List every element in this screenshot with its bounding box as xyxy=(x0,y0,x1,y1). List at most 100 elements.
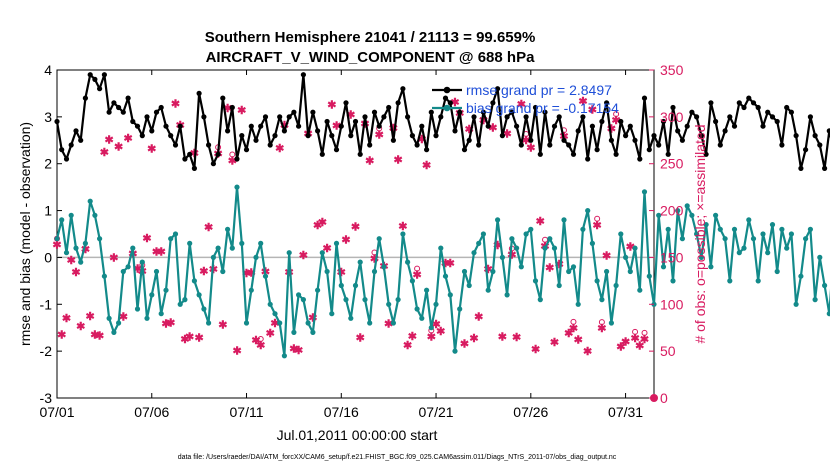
series-point-bias xyxy=(504,292,510,298)
obs-assimilated-marker: ✱ xyxy=(450,97,459,109)
obs-possible-marker xyxy=(613,111,620,118)
obs-assimilated-marker: ✱ xyxy=(436,326,445,338)
series-point-rmse xyxy=(168,133,174,139)
obs-assimilated-marker: ✱ xyxy=(223,103,232,115)
series-point-bias xyxy=(371,268,378,275)
series-point-bias xyxy=(637,287,643,293)
obs-assimilated-marker: ✱ xyxy=(275,143,284,155)
series-point-rmse xyxy=(537,151,543,157)
series-point-bias xyxy=(376,236,382,242)
y-tick-label-left: 2 xyxy=(44,156,52,172)
series-point-rmse xyxy=(755,104,761,111)
series-point-bias xyxy=(106,315,112,321)
series-point-rmse xyxy=(352,118,359,125)
series-point-rmse xyxy=(452,128,458,134)
series-point-rmse xyxy=(395,100,401,106)
x-ticks: 07/01 07/06 07/11 07/16 07/21 07/26 07/31 xyxy=(39,70,643,420)
obs-assimilated-marker: ✱ xyxy=(95,330,104,342)
series-point-rmse xyxy=(466,137,472,143)
series-point-bias xyxy=(807,226,814,232)
series-point-rmse xyxy=(163,123,169,129)
series-point-bias xyxy=(116,320,122,326)
series-point-bias xyxy=(239,240,245,246)
obs-assimilated-marker: ✱ xyxy=(536,216,545,228)
series-point-bias xyxy=(405,259,411,265)
obs-assimilated-marker: ✱ xyxy=(185,331,194,343)
series-point-bias xyxy=(708,264,714,270)
series-point-bias xyxy=(381,264,387,270)
series-point-rmse xyxy=(499,133,505,139)
obs-assimilated-marker: ✱ xyxy=(294,345,303,357)
series-point-bias xyxy=(158,311,164,317)
obs-assimilated-marker: ✱ xyxy=(152,246,161,258)
obs-assimilated-marker: ✱ xyxy=(588,104,597,116)
series-point-rmse xyxy=(191,165,197,171)
obs-assimilated-marker: ✱ xyxy=(616,342,625,354)
series-point-bias xyxy=(63,250,70,256)
obs-assimilated-marker: ✱ xyxy=(180,334,189,346)
series-point-bias xyxy=(92,212,98,218)
series-point-bias xyxy=(329,311,335,317)
obs-assimilated-marker: ✱ xyxy=(607,123,616,135)
series-point-bias xyxy=(97,236,103,242)
series-point-bias xyxy=(556,282,562,289)
series-point-rmse xyxy=(618,118,624,125)
series-point-rmse xyxy=(656,142,662,148)
obs-assimilated-marker: ✱ xyxy=(569,323,578,335)
obs-assimilated-marker: ✱ xyxy=(498,332,507,344)
obs-assimilated-marker: ✱ xyxy=(403,340,412,352)
series-point-rmse xyxy=(722,128,728,134)
series-point-bias xyxy=(698,254,705,260)
series-point-rmse xyxy=(812,133,818,139)
series-point-bias xyxy=(798,273,804,279)
series-point-bias xyxy=(215,245,221,251)
series-point-bias xyxy=(134,306,141,312)
obs-assimilated-marker: ✱ xyxy=(356,332,365,344)
obs-possible-marker xyxy=(229,151,236,158)
y-tick-label-right: 0 xyxy=(660,390,668,406)
obs-assimilated-marker: ✱ xyxy=(123,133,132,145)
obs-assimilated-marker: ✱ xyxy=(578,96,587,108)
series-point-bias xyxy=(153,268,160,275)
series-point-bias xyxy=(348,315,354,321)
series-point-rmse xyxy=(82,95,88,101)
series-point-rmse xyxy=(457,109,463,115)
obs-assimilated-marker: ✱ xyxy=(100,147,109,159)
y-tick-label-left: 3 xyxy=(44,109,52,125)
series-point-bias xyxy=(760,231,766,237)
series-point-bias xyxy=(163,287,169,293)
x-tick-label: 07/11 xyxy=(230,404,264,420)
obs-assimilated-marker: ✱ xyxy=(199,266,208,278)
series-point-rmse xyxy=(461,147,468,153)
series-point-rmse xyxy=(291,109,297,115)
obs-assimilated-marker: ✱ xyxy=(332,120,341,132)
series-point-bias xyxy=(817,254,823,260)
y-ticks-left: -3 -2 -1 0 1 2 3 4 xyxy=(40,62,62,406)
series-point-bias xyxy=(703,222,709,228)
series-point-rmse xyxy=(300,72,306,78)
series-point-bias xyxy=(542,245,548,251)
series-point-bias xyxy=(300,297,306,303)
series-point-rmse xyxy=(623,133,629,139)
series-point-rmse xyxy=(504,114,510,120)
series-point-rmse xyxy=(599,118,605,125)
series-point-rmse xyxy=(130,118,136,125)
series-point-rmse xyxy=(333,147,340,153)
series-point-rmse xyxy=(694,114,700,120)
series-point-rmse xyxy=(315,128,321,134)
series-point-bias xyxy=(826,311,830,317)
series-point-bias xyxy=(741,245,747,251)
series-point-rmse xyxy=(225,128,231,134)
series-point-bias xyxy=(182,297,188,303)
series-point-rmse xyxy=(822,165,828,171)
series-point-rmse xyxy=(651,133,657,139)
y-tick-label-left: -3 xyxy=(40,390,53,406)
series-point-bias xyxy=(191,278,197,284)
series-point-bias xyxy=(604,268,610,275)
obs-assimilated-marker: ✱ xyxy=(237,105,246,117)
series-point-bias xyxy=(660,264,667,270)
obs-assimilated-marker: ✱ xyxy=(171,99,180,111)
series-point-bias xyxy=(367,320,373,326)
obs-assimilated-marker: ✱ xyxy=(484,264,493,276)
obs-possible-marker xyxy=(570,318,577,325)
